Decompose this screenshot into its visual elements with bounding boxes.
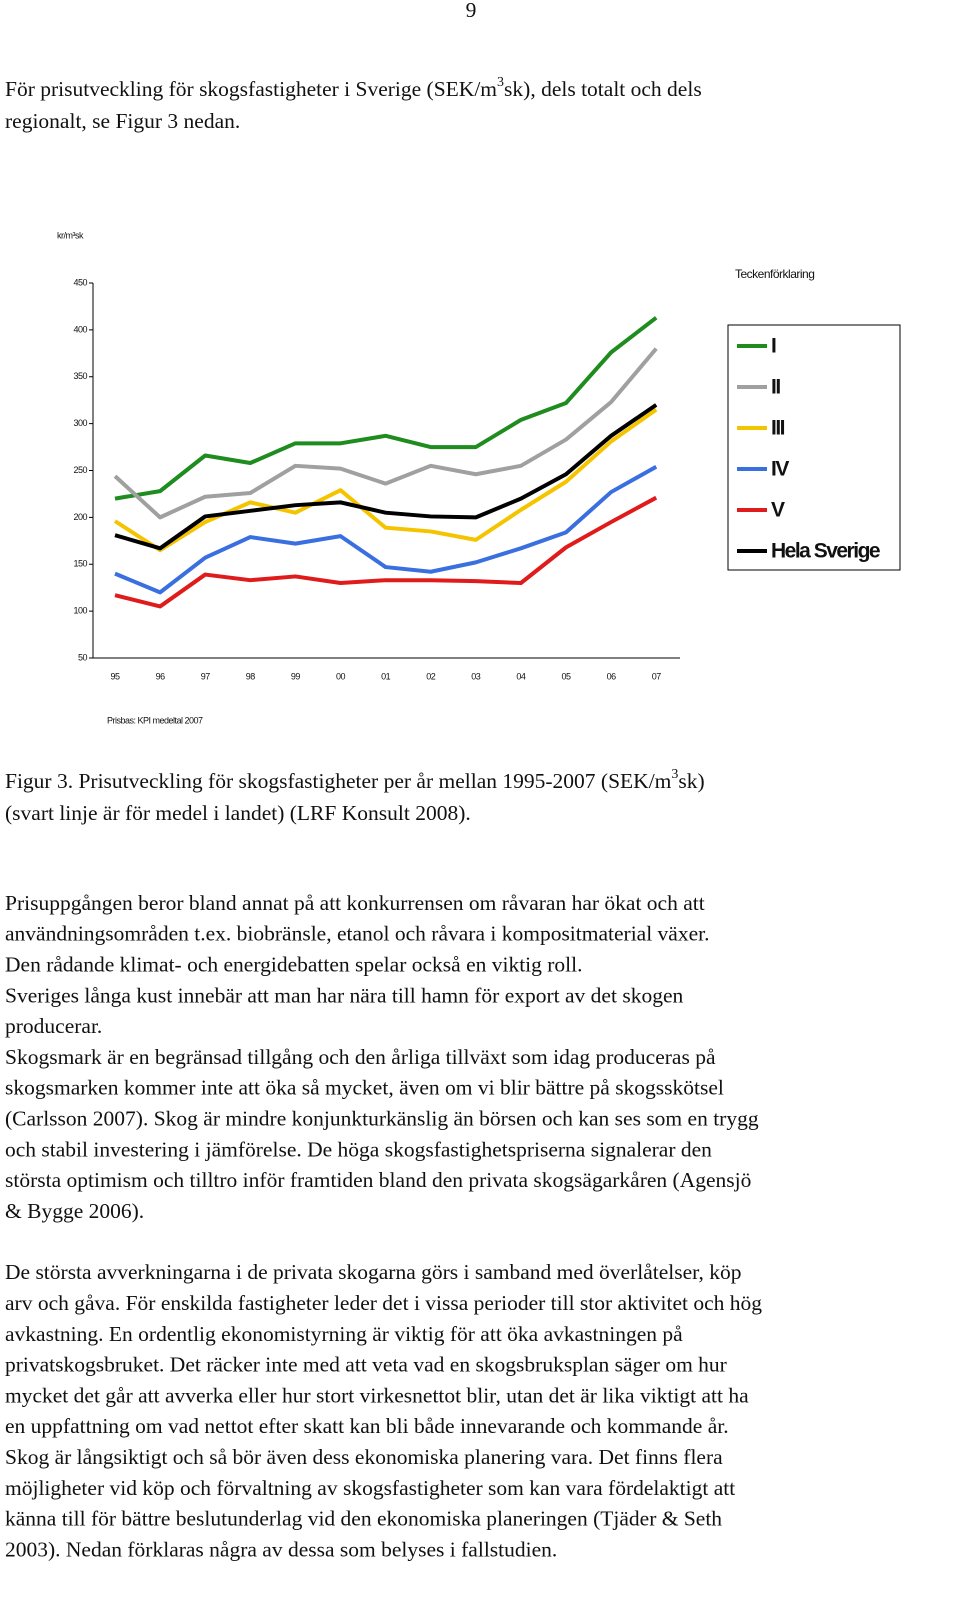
text-span: Figur 3. Prisutveckling för skogsfastigh… [5, 769, 672, 793]
text-line: Figur 3. Prisutveckling för skogsfastigh… [5, 767, 705, 793]
text-line: 2003). Nedan förklaras några av dessa so… [5, 1537, 557, 1561]
y-axis-label: kr/m³sk [57, 230, 84, 240]
text-line: & Bygge 2006). [5, 1199, 144, 1223]
x-tick-label: 02 [426, 671, 436, 681]
text-line: Sveriges långa kust innebär att man har … [5, 983, 683, 1007]
legend-box [727, 324, 901, 571]
x-tick-label: 98 [246, 671, 256, 681]
legend-title: Teckenförklaring [735, 267, 814, 281]
text-line: känna till för bättre beslutunderlag vid… [5, 1507, 722, 1531]
text-span: sk) [678, 769, 704, 793]
series-line [114, 403, 658, 551]
x-tick-label: 01 [381, 671, 391, 681]
text-line: För prisutveckling för skogsfastigheter … [5, 75, 702, 101]
series-line [114, 495, 658, 609]
x-tick-label: 05 [561, 671, 571, 681]
x-tick-label: 04 [516, 671, 526, 681]
series-line [113, 347, 658, 520]
text-span: sk), dels totalt och dels [504, 77, 702, 101]
legend-label: Hela Sverige [771, 540, 880, 563]
text-line: Prisuppgången beror bland annat på att k… [5, 891, 705, 915]
text-line: användningsområden t.ex. biobränsle, eta… [5, 922, 710, 946]
y-tick-label: 200 [73, 512, 87, 522]
x-tick-label: 99 [291, 671, 301, 681]
legend-label: II [771, 376, 780, 399]
superscript: 3 [671, 767, 678, 782]
text-line: De största avverkningarna i de privata s… [5, 1260, 741, 1284]
text-line: (Carlsson 2007). Skog är mindre konjunkt… [5, 1107, 759, 1131]
y-tick-label: 100 [73, 606, 87, 616]
legend-label: V [771, 499, 785, 522]
legend-label: IV [771, 458, 789, 481]
x-tick-label: 03 [471, 671, 481, 681]
x-tick-label: 00 [336, 671, 346, 681]
series-line [113, 407, 658, 553]
chart-note: Prisbas: KPI medeltal 2007 [107, 715, 203, 725]
y-tick-label: 300 [73, 418, 87, 428]
page-number: 9 [466, 0, 477, 22]
text-line: Skog är långsiktigt och så bör även dess… [5, 1445, 723, 1469]
text-line: skogsmarken kommer inte att öka så mycke… [5, 1076, 724, 1100]
x-tick-label: 96 [156, 671, 166, 681]
text-span: För prisutveckling för skogsfastigheter … [5, 77, 497, 101]
x-tick-label: 06 [607, 671, 617, 681]
text-line: producerar. [5, 1014, 102, 1038]
text-line: arv och gåva. För enskilda fastigheter l… [5, 1291, 762, 1315]
series-line [114, 316, 658, 501]
text-line: privatskogsbruket. Det räcker inte med a… [5, 1353, 727, 1377]
series-line [114, 465, 658, 595]
legend-label: I [771, 335, 776, 358]
text-line: mycket det går att avverka eller hur sto… [5, 1383, 749, 1407]
y-tick-label: 400 [73, 324, 87, 334]
y-tick-label: 250 [73, 465, 87, 475]
y-tick-label: 450 [73, 277, 87, 287]
text-line: och stabil investering i jämförelse. De … [5, 1137, 712, 1161]
text-line: avkastning. En ordentlig ekonomistyrning… [5, 1322, 683, 1346]
text-line: regionalt, se Figur 3 nedan. [5, 109, 240, 133]
x-tick-label: 07 [652, 671, 662, 681]
x-tick-label: 95 [110, 671, 120, 681]
text-line: möjligheter vid köp och förvaltning av s… [5, 1476, 735, 1500]
text-line: största optimism och tilltro inför framt… [5, 1168, 751, 1192]
y-tick-label: 350 [73, 371, 87, 381]
text-line: en uppfattning om vad nettot efter skatt… [5, 1414, 729, 1438]
text-line: Den rådande klimat- och energidebatten s… [5, 953, 583, 977]
text-line: Skogsmark är en begränsad tillgång och d… [5, 1045, 716, 1069]
legend-label: III [771, 417, 785, 440]
superscript: 3 [497, 75, 504, 90]
x-tick-label: 97 [201, 671, 211, 681]
y-tick-label: 150 [73, 559, 87, 569]
y-tick-label: 50 [78, 652, 88, 662]
text-line: (svart linje är för medel i landet) (LRF… [5, 801, 471, 825]
